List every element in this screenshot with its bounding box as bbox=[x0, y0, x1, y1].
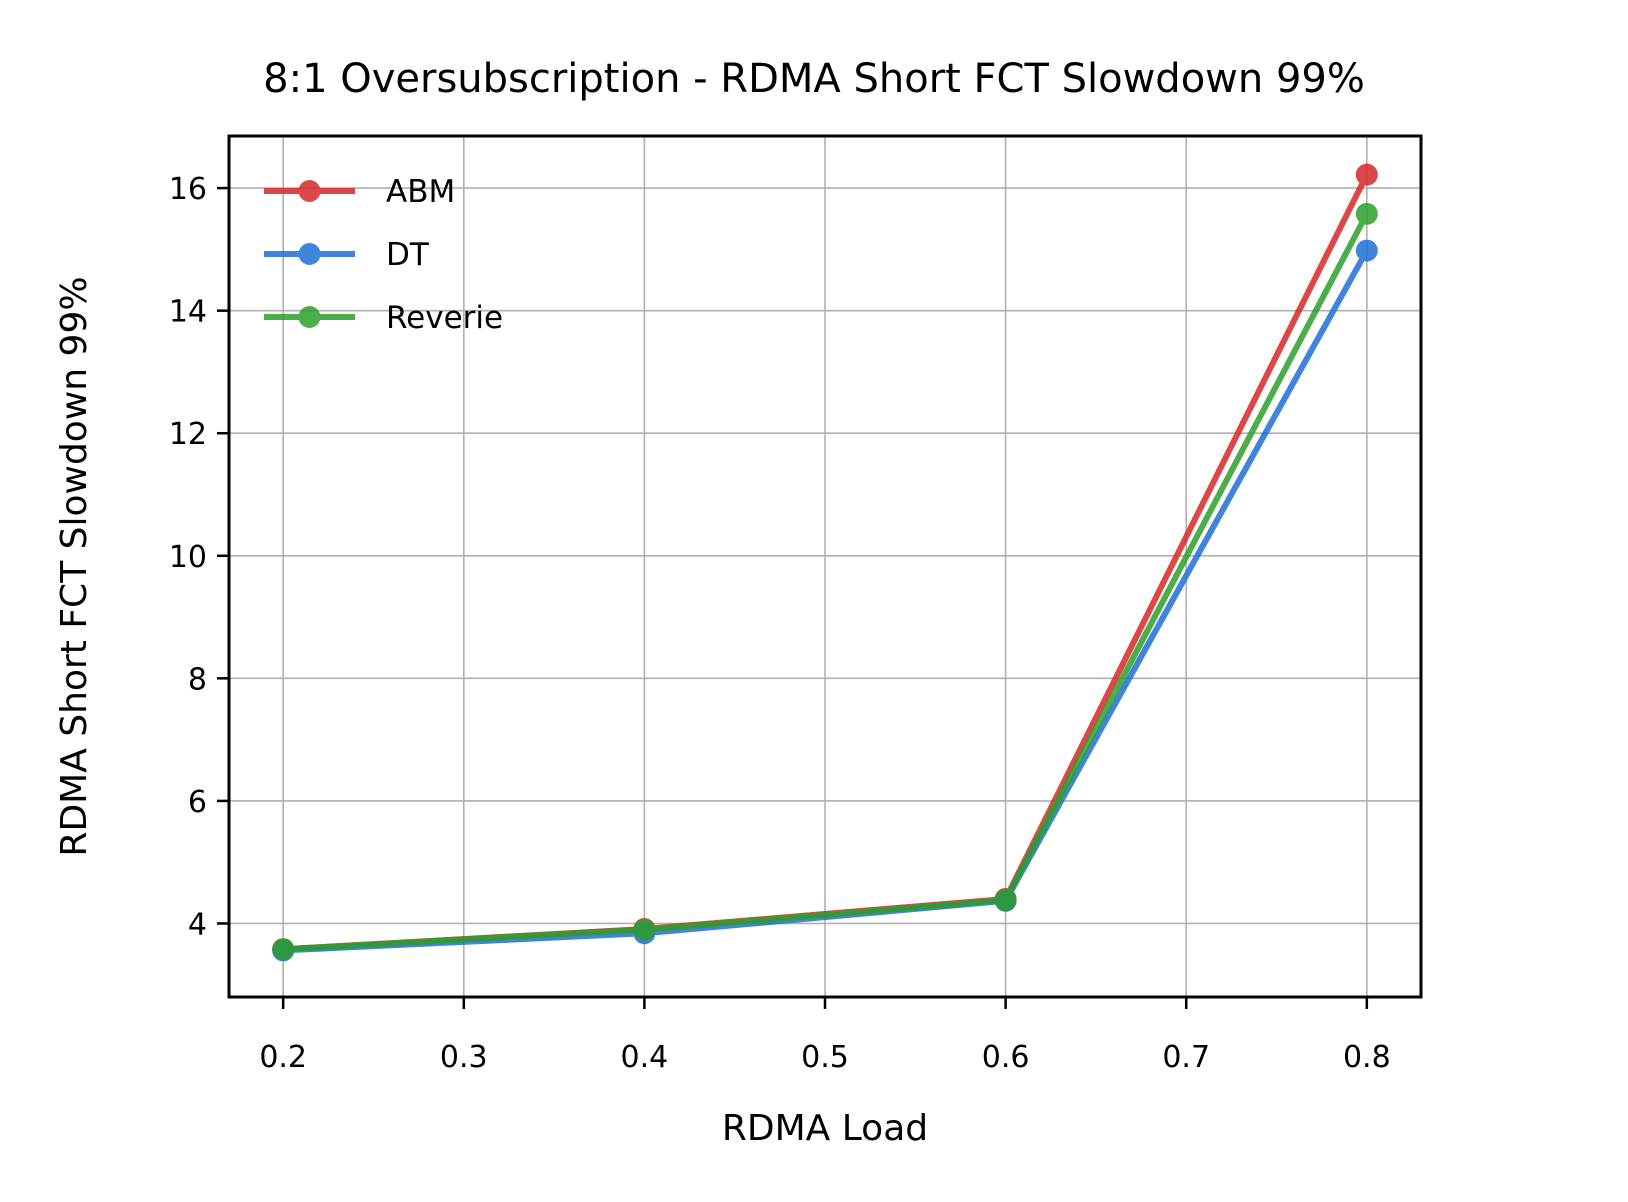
legend-marker-dt bbox=[298, 243, 321, 265]
y-tick-label: 8 bbox=[188, 662, 207, 697]
legend-item-reverie bbox=[264, 306, 355, 328]
x-tick-label: 0.2 bbox=[259, 1040, 307, 1075]
x-axis: 0.2 0.3 0.4 0.5 0.6 0.7 0.8 bbox=[259, 997, 1391, 1075]
grid bbox=[229, 136, 1421, 997]
series-line-reverie bbox=[283, 212, 1370, 953]
data-point-abm bbox=[1355, 163, 1378, 186]
series-layer bbox=[272, 163, 1378, 962]
data-point-reverie bbox=[994, 889, 1017, 912]
x-tick-label: 0.5 bbox=[801, 1040, 849, 1075]
legend-item-dt bbox=[264, 243, 355, 265]
data-point-reverie bbox=[1355, 202, 1378, 225]
y-tick-label: 12 bbox=[169, 417, 207, 452]
legend-marker-reverie bbox=[298, 306, 321, 328]
y-tick-label: 4 bbox=[188, 907, 207, 942]
chart-title: 8:1 Oversubscription - RDMA Short FCT Sl… bbox=[263, 56, 1365, 102]
x-tick-label: 0.3 bbox=[440, 1040, 488, 1075]
y-tick-label: 10 bbox=[169, 540, 207, 575]
data-point-reverie bbox=[272, 938, 295, 961]
legend-marker-abm bbox=[298, 180, 321, 202]
legend: ABM DT Reverie bbox=[264, 174, 503, 336]
y-axis: 4 6 8 10 12 14 16 bbox=[169, 172, 229, 942]
y-axis-label: RDMA Short FCT Slowdown 99% bbox=[54, 276, 95, 856]
y-tick-label: 14 bbox=[169, 295, 207, 330]
data-point-dt bbox=[1355, 239, 1378, 262]
x-axis-label: RDMA Load bbox=[722, 1108, 928, 1149]
legend-label-abm: ABM bbox=[386, 174, 455, 210]
legend-label-dt: DT bbox=[386, 237, 430, 273]
x-tick-label: 0.4 bbox=[621, 1040, 669, 1075]
legend-item-abm bbox=[264, 180, 355, 202]
x-tick-label: 0.8 bbox=[1343, 1040, 1391, 1075]
x-tick-label: 0.7 bbox=[1162, 1040, 1210, 1075]
x-tick-label: 0.6 bbox=[982, 1040, 1030, 1075]
y-tick-label: 6 bbox=[188, 785, 207, 820]
legend-label-reverie: Reverie bbox=[386, 300, 503, 336]
data-point-reverie bbox=[633, 918, 656, 941]
series-reverie bbox=[272, 202, 1378, 961]
y-tick-label: 16 bbox=[169, 172, 207, 207]
